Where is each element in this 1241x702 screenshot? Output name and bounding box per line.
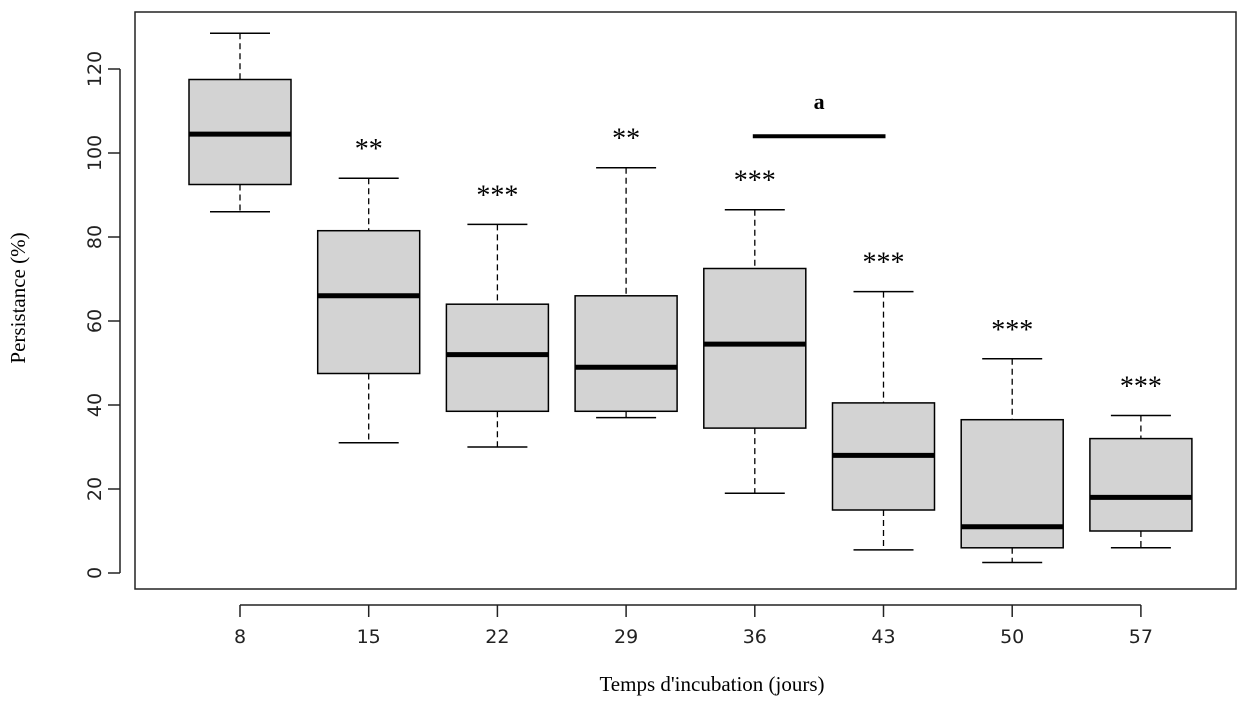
y-tick-label: 80 — [84, 225, 106, 249]
y-tick-label: 0 — [84, 567, 106, 579]
box-iqr — [445, 303, 550, 413]
box-group: *** — [1089, 372, 1193, 549]
significance-label: *** — [1120, 372, 1162, 403]
box-iqr — [1089, 437, 1193, 532]
box-iqr — [703, 267, 807, 429]
x-tick-label: 29 — [614, 626, 638, 648]
x-tick-label: 50 — [1000, 626, 1024, 648]
box-group: ** — [316, 134, 421, 444]
y-tick-label: 20 — [84, 477, 106, 501]
y-tick-label: 60 — [84, 309, 106, 333]
box-iqr — [574, 295, 678, 413]
x-tick-label: 8 — [234, 626, 246, 648]
box-group: *** — [960, 315, 1064, 564]
significance-label: *** — [734, 166, 776, 197]
y-tick-label: 120 — [84, 51, 106, 87]
y-axis-title: Persistance (%) — [6, 232, 30, 363]
y-axis: 0 20 40 60 80 100 120 — [84, 51, 121, 579]
x-axis: 8 15 22 29 36 43 50 57 — [234, 604, 1153, 648]
box-group — [188, 32, 292, 213]
bracket-label: a — [814, 89, 825, 114]
significance-label: ** — [612, 124, 640, 155]
x-axis-title: Temps d'incubation (jours) — [599, 672, 824, 696]
box-iqr — [316, 229, 421, 375]
significance-label: ** — [355, 134, 383, 165]
x-tick-label: 43 — [871, 626, 895, 648]
significance-label: *** — [991, 315, 1033, 346]
box-group: ** — [574, 124, 678, 419]
x-tick-label: 15 — [357, 626, 381, 648]
box-group: *** — [445, 180, 550, 448]
plot-frame — [134, 11, 1237, 590]
significance-label: *** — [476, 180, 518, 211]
y-tick-label: 100 — [84, 135, 106, 171]
box-group: *** — [831, 248, 936, 551]
y-tick-label: 40 — [84, 393, 106, 417]
significance-label: *** — [863, 248, 905, 279]
x-tick-label: 57 — [1129, 626, 1153, 648]
annotations: a — [752, 89, 886, 139]
x-tick-label: 22 — [485, 626, 509, 648]
x-tick-label: 36 — [743, 626, 767, 648]
box-group: *** — [703, 166, 807, 494]
boxes: ******************* — [188, 32, 1193, 564]
